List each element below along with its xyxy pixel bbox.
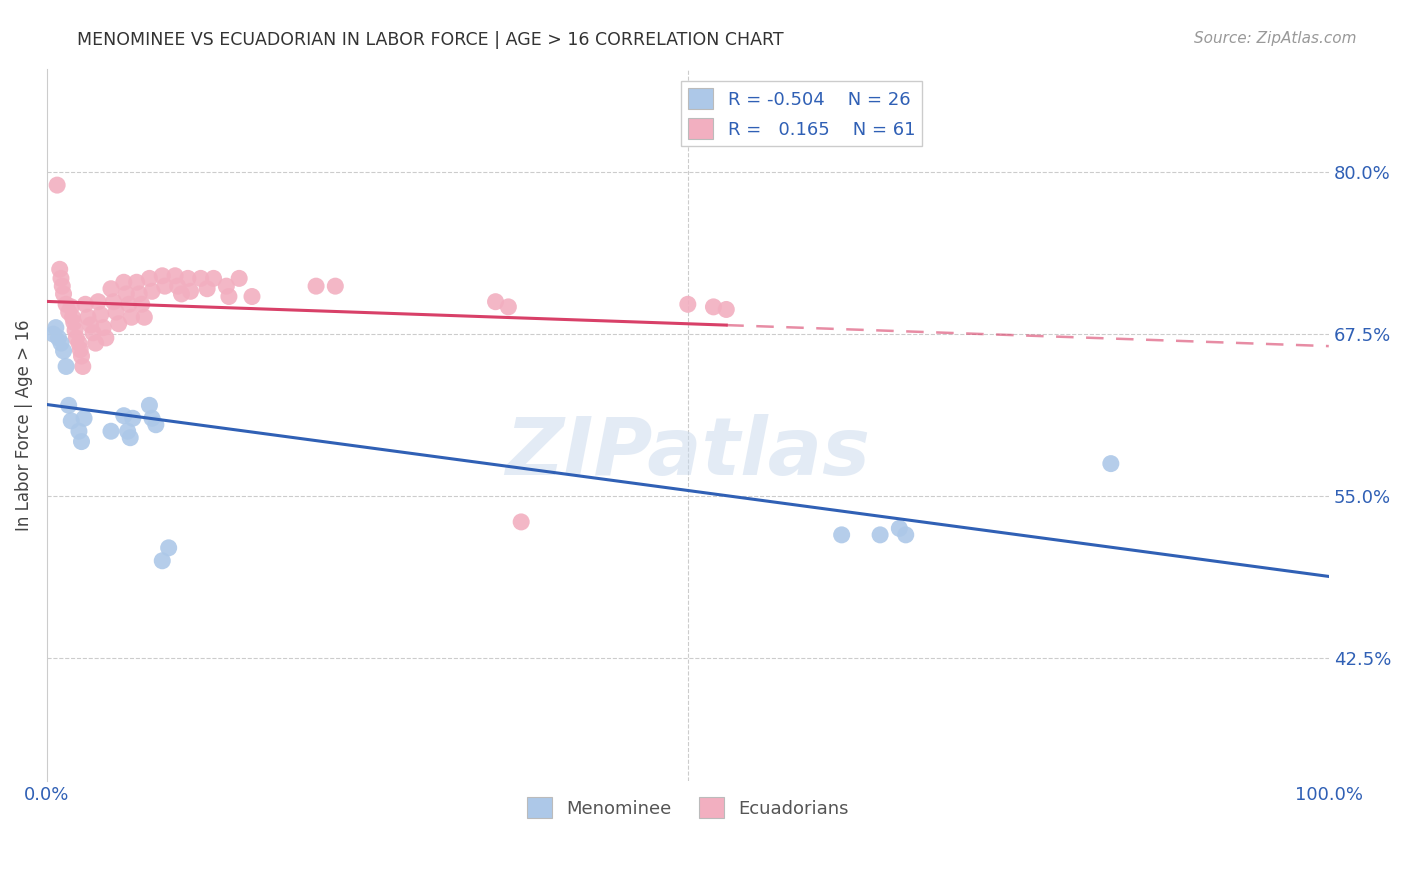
Text: MENOMINEE VS ECUADORIAN IN LABOR FORCE | AGE > 16 CORRELATION CHART: MENOMINEE VS ECUADORIAN IN LABOR FORCE |…: [77, 31, 785, 49]
Point: [100, 282, 122, 296]
Point: [103, 294, 125, 309]
Point: [73, 411, 96, 425]
Point: [70, 349, 93, 363]
Point: [77, 310, 100, 325]
Point: [84, 336, 107, 351]
Point: [100, 424, 122, 438]
Point: [141, 411, 163, 425]
Point: [65, 331, 87, 345]
Point: [240, 289, 263, 303]
Point: [58, 305, 80, 319]
Point: [90, 308, 112, 322]
Point: [138, 271, 160, 285]
Point: [179, 285, 201, 299]
Point: [138, 398, 160, 412]
Text: Source: ZipAtlas.com: Source: ZipAtlas.com: [1194, 31, 1357, 46]
Point: [82, 326, 104, 340]
Point: [128, 287, 150, 301]
Point: [218, 289, 240, 303]
Point: [46, 178, 69, 193]
Point: [498, 300, 520, 314]
Point: [75, 297, 97, 311]
Point: [72, 359, 94, 374]
Point: [67, 424, 90, 438]
Point: [52, 343, 75, 358]
Point: [67, 336, 90, 351]
Point: [165, 268, 187, 283]
Point: [195, 282, 218, 296]
Point: [107, 317, 129, 331]
Point: [79, 318, 101, 332]
Point: [45, 320, 67, 334]
Point: [166, 279, 188, 293]
Point: [889, 521, 911, 535]
Point: [150, 554, 173, 568]
Point: [869, 528, 891, 542]
Point: [48, 331, 70, 345]
Point: [323, 279, 346, 293]
Point: [60, 300, 83, 314]
Y-axis label: In Labor Force | Age > 16: In Labor Force | Age > 16: [15, 319, 32, 531]
Point: [112, 409, 135, 423]
Point: [153, 279, 176, 293]
Point: [145, 417, 167, 432]
Point: [91, 320, 114, 334]
Point: [131, 297, 153, 311]
Point: [228, 271, 250, 285]
Point: [55, 297, 77, 311]
Point: [121, 310, 143, 325]
Point: [716, 302, 738, 317]
Point: [70, 434, 93, 449]
Point: [157, 541, 180, 555]
Point: [1099, 457, 1122, 471]
Point: [49, 271, 72, 285]
Point: [105, 305, 128, 319]
Point: [58, 398, 80, 412]
Point: [177, 271, 200, 285]
Point: [51, 279, 73, 293]
Point: [510, 515, 533, 529]
Point: [894, 528, 917, 542]
Point: [120, 431, 142, 445]
Point: [141, 285, 163, 299]
Point: [60, 414, 83, 428]
Point: [62, 310, 84, 325]
Point: [118, 297, 141, 311]
Text: ZIPatlas: ZIPatlas: [505, 414, 870, 492]
Point: [831, 528, 853, 542]
Point: [112, 275, 135, 289]
Point: [115, 287, 138, 301]
Point: [202, 271, 225, 285]
Point: [190, 271, 212, 285]
Point: [48, 262, 70, 277]
Point: [215, 279, 238, 293]
Point: [134, 310, 156, 325]
Point: [117, 424, 139, 438]
Point: [62, 315, 84, 329]
Point: [49, 336, 72, 351]
Point: [69, 343, 91, 357]
Legend: Menominee, Ecuadorians: Menominee, Ecuadorians: [519, 790, 856, 825]
Point: [87, 294, 110, 309]
Point: [484, 294, 506, 309]
Point: [94, 331, 117, 345]
Point: [121, 411, 143, 425]
Point: [125, 275, 148, 289]
Point: [305, 279, 328, 293]
Point: [676, 297, 699, 311]
Point: [170, 287, 193, 301]
Point: [55, 359, 77, 374]
Point: [42, 327, 65, 342]
Point: [702, 300, 724, 314]
Point: [63, 323, 86, 337]
Point: [52, 287, 75, 301]
Point: [150, 268, 173, 283]
